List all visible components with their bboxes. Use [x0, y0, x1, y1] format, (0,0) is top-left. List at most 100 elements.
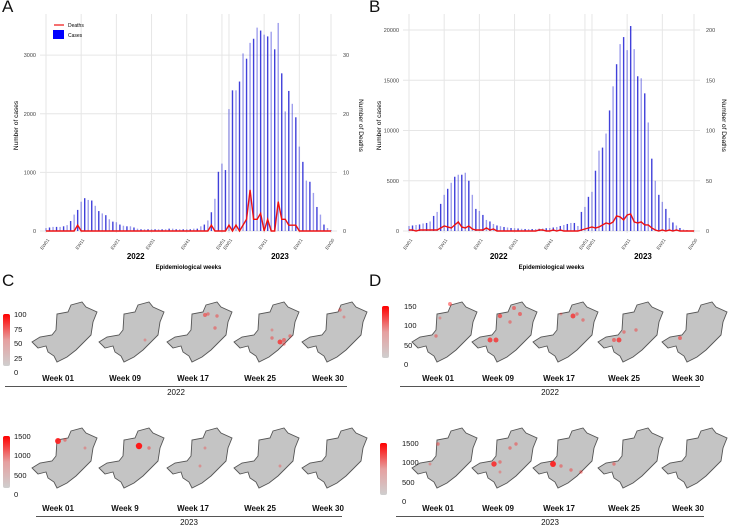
death-point [267, 218, 268, 220]
hotspot [559, 464, 563, 468]
y-tick-label: 5000 [387, 179, 399, 185]
death-point [235, 224, 237, 226]
week-label: Week 01 [422, 504, 454, 513]
state-outline [98, 427, 165, 489]
case-bar [259, 30, 262, 231]
case-bar [443, 194, 445, 231]
case-bar [48, 227, 51, 231]
death-point [313, 230, 314, 232]
y2-tick-label: 50 [706, 179, 712, 185]
death-point [612, 221, 614, 223]
death-point [679, 230, 681, 232]
case-bar [640, 78, 642, 232]
state-outline [31, 301, 98, 363]
death-point [274, 230, 276, 232]
case-bar [161, 229, 163, 231]
legend-cases-label: Cases [68, 33, 83, 39]
x-tick-label: EW01 [222, 237, 233, 250]
case-bar [665, 208, 667, 231]
death-point [277, 201, 279, 202]
death-point [133, 230, 135, 232]
case-bar [115, 222, 118, 231]
death-point [669, 229, 670, 231]
state-outline [98, 301, 165, 363]
hotspot [436, 442, 440, 446]
case-bar [298, 146, 301, 231]
case-bar [143, 229, 146, 231]
y-axis-title: Number of cases [13, 100, 20, 150]
week-label: Week 30 [672, 374, 704, 383]
week-label: Week 25 [608, 504, 640, 513]
death-point [654, 229, 656, 231]
state-map [471, 301, 538, 363]
case-bar [513, 228, 516, 231]
death-point [70, 230, 71, 232]
case-bar [545, 228, 547, 231]
state-outline [532, 301, 599, 363]
death-point [327, 230, 328, 232]
state-outline [411, 427, 478, 489]
y-tick-label: 20000 [384, 28, 399, 34]
death-point [63, 230, 64, 232]
case-bar [266, 36, 269, 232]
chart-b-cases-deaths: 0 5000 10000 15000 20000 0 50 100 150 200 EW01 EW11… [376, 14, 727, 271]
case-bar [59, 226, 61, 231]
week-label: Week 30 [672, 504, 704, 513]
hotspot [55, 438, 61, 444]
case-bar [150, 229, 153, 231]
color-scale-label: 100 [14, 310, 27, 319]
death-point [52, 230, 54, 232]
case-bar [238, 81, 241, 232]
case-bar [69, 221, 72, 231]
case-bar [242, 53, 244, 232]
case-bar [471, 194, 474, 231]
case-bar [668, 217, 671, 231]
hotspot [575, 312, 579, 316]
state-map [31, 427, 98, 489]
death-point [623, 219, 624, 221]
color-scale-label: 100 [404, 321, 417, 331]
case-bar [415, 224, 417, 231]
case-bar [84, 198, 86, 231]
x-tick-label: EW31 [508, 237, 519, 250]
color-scale-label: 500 [402, 477, 415, 487]
state-outline [661, 301, 728, 363]
case-bar [658, 194, 660, 231]
case-bar [66, 225, 68, 231]
case-bar [559, 225, 561, 231]
death-point [651, 227, 653, 229]
hotspot [518, 312, 522, 316]
x-tick-label: EW21 [656, 237, 667, 250]
x-tick-label: EW30 [324, 237, 335, 250]
death-point [323, 230, 325, 232]
state-map [471, 427, 538, 489]
death-point [302, 230, 304, 232]
case-bar [263, 34, 265, 232]
death-point [676, 229, 677, 231]
hotspot [83, 446, 87, 450]
death-point [443, 225, 445, 227]
death-point [468, 225, 470, 227]
year-label-2023: 2023 [634, 252, 652, 261]
state-outline [597, 301, 664, 363]
case-bar [598, 150, 600, 231]
death-point [581, 229, 582, 231]
case-bar [228, 109, 230, 231]
hotspot [498, 470, 502, 474]
hotspot [678, 336, 682, 340]
death-point [450, 227, 452, 229]
death-point [253, 218, 254, 220]
deaths-line [409, 213, 694, 232]
case-bar [147, 229, 149, 231]
death-point [524, 230, 526, 232]
death-point [552, 229, 554, 231]
hotspot [270, 328, 274, 332]
state-outline [532, 427, 599, 489]
death-point [175, 230, 177, 232]
case-bar [601, 147, 604, 231]
death-point [49, 230, 50, 232]
case-bar [179, 229, 181, 231]
death-point [123, 230, 124, 232]
color-scale-label: 50 [14, 339, 23, 348]
death-point [633, 221, 635, 223]
